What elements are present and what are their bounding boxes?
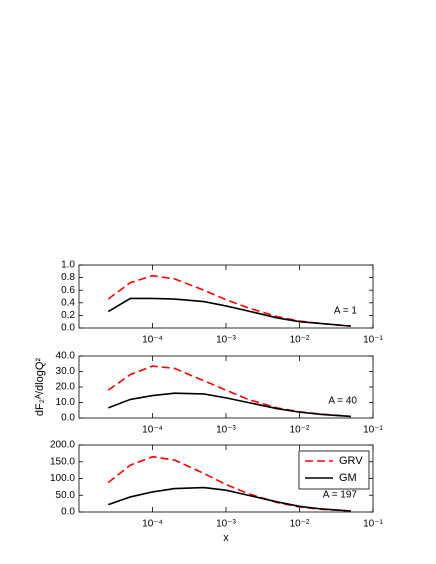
x-tick-label: 10⁻⁴ [142, 519, 163, 530]
y-tick-label: 100.0 [50, 473, 75, 484]
y-tick-label: 0.6 [61, 285, 75, 296]
plot-frame [78, 355, 374, 419]
plot-frame [78, 264, 374, 329]
y-tick-label: 50.0 [56, 490, 76, 501]
y-tick-label: 30.0 [56, 366, 76, 377]
y-tick-label: 0.4 [61, 297, 75, 308]
x-tick-label: 10⁻¹ [363, 425, 383, 436]
x-tick-label: 10⁻⁴ [142, 335, 163, 346]
series-line [107, 365, 351, 418]
y-tick-label: 0.0 [61, 413, 75, 424]
y-tick-label: 0.0 [61, 507, 75, 518]
x-tick-label: 10⁻¹ [363, 335, 383, 346]
y-tick-label: 0.8 [61, 272, 75, 283]
x-tick-label: 10⁻² [290, 425, 310, 436]
x-tick-label: 10⁻² [290, 335, 310, 346]
legend-label: GM [339, 472, 357, 484]
y-tick-label: 150.0 [50, 456, 75, 467]
series-line [107, 297, 351, 327]
series-line [107, 274, 351, 327]
x-tick-label: 10⁻² [290, 519, 310, 530]
annotation: A = 40 [328, 396, 357, 407]
y-tick-label: 20.0 [56, 382, 76, 393]
series-line [107, 392, 351, 418]
annotation: A = 1 [334, 306, 358, 317]
y-tick-label: 0.0 [61, 323, 75, 334]
y-tick-label: 40.0 [56, 351, 76, 362]
annotation: A = 197 [323, 490, 358, 501]
y-tick-label: 1.0 [61, 260, 75, 271]
x-tick-label: 10⁻⁴ [142, 425, 163, 436]
x-tick-label: 10⁻¹ [363, 519, 383, 530]
x-tick-label: 10⁻³ [216, 519, 236, 530]
y-tick-label: 0.2 [61, 310, 75, 321]
y-tick-label: 200.0 [50, 440, 75, 451]
series-line [107, 486, 351, 512]
legend-box [298, 450, 370, 490]
x-axis-label: x [223, 532, 229, 544]
y-tick-label: 10.0 [56, 397, 76, 408]
y-axis-label: dF₂ᴬ/dlogQ² [34, 358, 46, 417]
series-line [107, 455, 351, 512]
x-tick-label: 10⁻³ [216, 335, 236, 346]
x-tick-label: 10⁻³ [216, 425, 236, 436]
legend-label: GRV [339, 455, 363, 467]
